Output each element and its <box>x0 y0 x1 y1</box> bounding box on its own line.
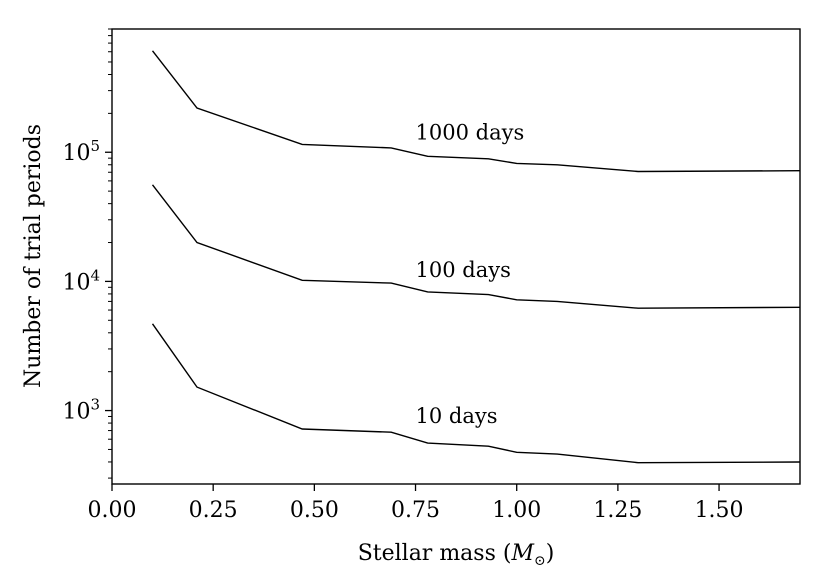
x-tick-label: 1.25 <box>593 498 642 523</box>
series-labels: 1000 days 100 days 10 days <box>416 121 525 428</box>
x-tick-label: 1.00 <box>492 498 541 523</box>
series-label: 100 days <box>416 258 511 282</box>
x-tick-label: 0.00 <box>88 498 137 523</box>
plot-frame <box>111 28 801 485</box>
y-tick-label: 105 <box>62 137 100 166</box>
y-axis-title: Number of trial periods <box>21 124 46 388</box>
x-axis-ticks: 0.00 0.25 0.50 0.75 1.00 1.25 1.50 <box>88 484 744 523</box>
y-axis-ticks: 103 104 105 <box>62 137 112 425</box>
series-group <box>151 50 801 464</box>
x-tick-label: 0.75 <box>391 498 440 523</box>
series-line <box>151 323 801 464</box>
y-tick-label: 104 <box>62 266 100 295</box>
x-tick-label: 0.25 <box>189 498 238 523</box>
series-line <box>151 184 801 309</box>
series-label: 10 days <box>416 404 498 428</box>
x-tick-label: 0.50 <box>290 498 339 523</box>
series-line <box>151 50 801 173</box>
y-tick-label: 103 <box>62 396 100 425</box>
x-tick-label: 1.50 <box>695 498 744 523</box>
series-label: 1000 days <box>416 121 525 145</box>
y-minor-ticks <box>108 28 112 479</box>
x-axis-title: Stellar mass (M⊙) <box>358 541 555 569</box>
